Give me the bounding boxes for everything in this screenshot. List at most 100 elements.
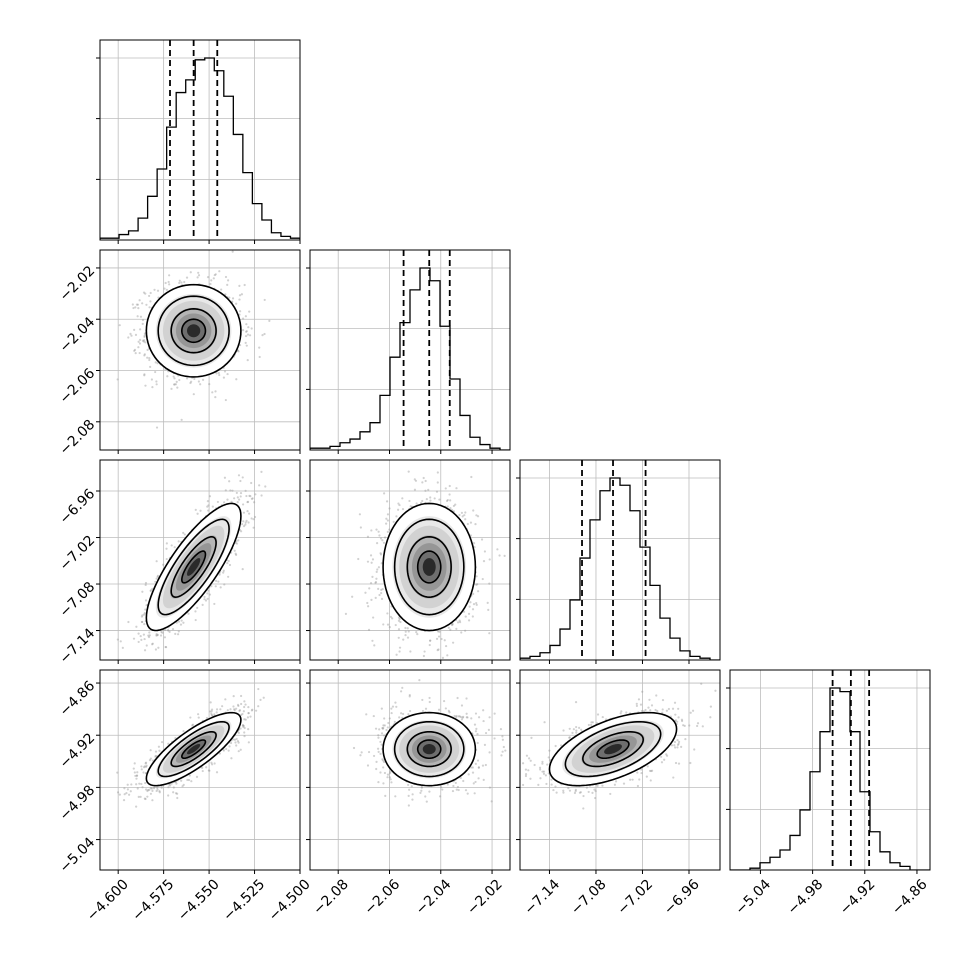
sample-point bbox=[162, 563, 165, 566]
sample-point bbox=[165, 547, 168, 550]
sample-point bbox=[464, 615, 467, 618]
sample-point bbox=[169, 784, 172, 787]
sample-point bbox=[127, 620, 130, 624]
sample-point bbox=[192, 393, 195, 396]
sample-point bbox=[140, 768, 143, 771]
contour-line bbox=[170, 308, 217, 354]
sample-point bbox=[148, 306, 151, 309]
sample-point bbox=[401, 508, 405, 511]
sample-point bbox=[143, 649, 147, 652]
sample-point bbox=[247, 712, 250, 715]
sample-point bbox=[189, 381, 192, 385]
sample-point bbox=[246, 716, 250, 719]
sample-point bbox=[278, 432, 280, 434]
sample-point bbox=[245, 519, 248, 522]
histogram-panel-0 bbox=[96, 39, 301, 244]
sample-point bbox=[235, 553, 238, 556]
sample-point bbox=[182, 729, 185, 733]
sample-point bbox=[480, 538, 484, 541]
sample-point bbox=[136, 303, 140, 306]
panel-frame bbox=[99, 249, 301, 451]
sample-point bbox=[428, 643, 431, 647]
sample-point bbox=[475, 603, 478, 606]
sample-point bbox=[404, 633, 407, 637]
sample-point bbox=[148, 294, 151, 298]
sample-point bbox=[189, 716, 192, 719]
sample-point bbox=[187, 612, 190, 615]
sample-point bbox=[144, 797, 147, 801]
contour-line bbox=[181, 550, 207, 584]
sample-point bbox=[172, 375, 175, 378]
sample-point bbox=[388, 528, 391, 531]
sample-point bbox=[244, 315, 247, 318]
sample-point bbox=[472, 509, 475, 512]
sample-point bbox=[246, 333, 250, 336]
sample-point bbox=[207, 504, 210, 507]
sample-point bbox=[148, 358, 151, 362]
sample-point bbox=[241, 476, 244, 479]
sample-point bbox=[433, 497, 436, 500]
sample-point bbox=[404, 630, 407, 633]
sample-point bbox=[143, 373, 146, 376]
sample-point bbox=[451, 623, 454, 626]
sample-point bbox=[179, 623, 183, 626]
sample-point bbox=[142, 291, 146, 294]
sample-point bbox=[472, 603, 476, 606]
sample-point bbox=[172, 786, 175, 789]
sample-point bbox=[146, 795, 149, 798]
sample-point bbox=[375, 542, 379, 545]
sample-point bbox=[377, 530, 380, 533]
sample-point bbox=[224, 698, 227, 701]
sample-point bbox=[174, 383, 177, 386]
sample-point bbox=[253, 501, 256, 504]
sample-point bbox=[475, 575, 478, 578]
sample-point bbox=[397, 628, 401, 631]
sample-point bbox=[160, 786, 163, 789]
sample-point bbox=[150, 378, 153, 381]
sample-point bbox=[241, 503, 245, 506]
sample-point bbox=[157, 646, 160, 649]
sample-point bbox=[415, 631, 418, 634]
sample-point bbox=[369, 582, 373, 585]
sample-point bbox=[464, 511, 467, 514]
sample-point bbox=[467, 619, 471, 622]
sample-point bbox=[374, 581, 378, 584]
sample-point bbox=[140, 620, 144, 624]
sample-point bbox=[383, 492, 386, 495]
sample-point bbox=[406, 636, 410, 639]
sample-point bbox=[151, 385, 154, 389]
sample-point bbox=[421, 499, 424, 503]
sample-point bbox=[471, 615, 474, 618]
sample-point bbox=[224, 293, 227, 296]
sample-point bbox=[134, 352, 137, 355]
sample-point bbox=[458, 619, 461, 622]
sample-point bbox=[404, 626, 407, 630]
sample-point bbox=[392, 520, 395, 523]
sample-point bbox=[409, 505, 412, 508]
sample-point bbox=[165, 288, 168, 291]
sample-point bbox=[236, 739, 240, 743]
sample-point bbox=[219, 586, 222, 589]
histogram-step bbox=[310, 267, 510, 450]
histogram-step bbox=[520, 477, 720, 660]
sample-point bbox=[210, 710, 213, 713]
sample-point bbox=[156, 289, 160, 292]
sample-point bbox=[370, 529, 373, 532]
sample-point bbox=[218, 373, 221, 377]
sample-point bbox=[155, 383, 158, 386]
sample-point bbox=[140, 615, 144, 618]
sample-point bbox=[469, 601, 472, 604]
sample-point bbox=[258, 484, 261, 487]
sample-point bbox=[236, 501, 239, 504]
sample-point bbox=[402, 638, 405, 641]
sample-point bbox=[143, 353, 146, 356]
sample-point bbox=[197, 271, 200, 274]
sample-point bbox=[217, 371, 220, 375]
sample-point bbox=[118, 793, 121, 796]
sample-point bbox=[244, 523, 247, 526]
sample-point bbox=[371, 558, 375, 561]
sample-point bbox=[185, 276, 189, 279]
sample-point bbox=[155, 577, 158, 580]
sample-point bbox=[263, 298, 266, 302]
sample-point bbox=[240, 530, 243, 533]
